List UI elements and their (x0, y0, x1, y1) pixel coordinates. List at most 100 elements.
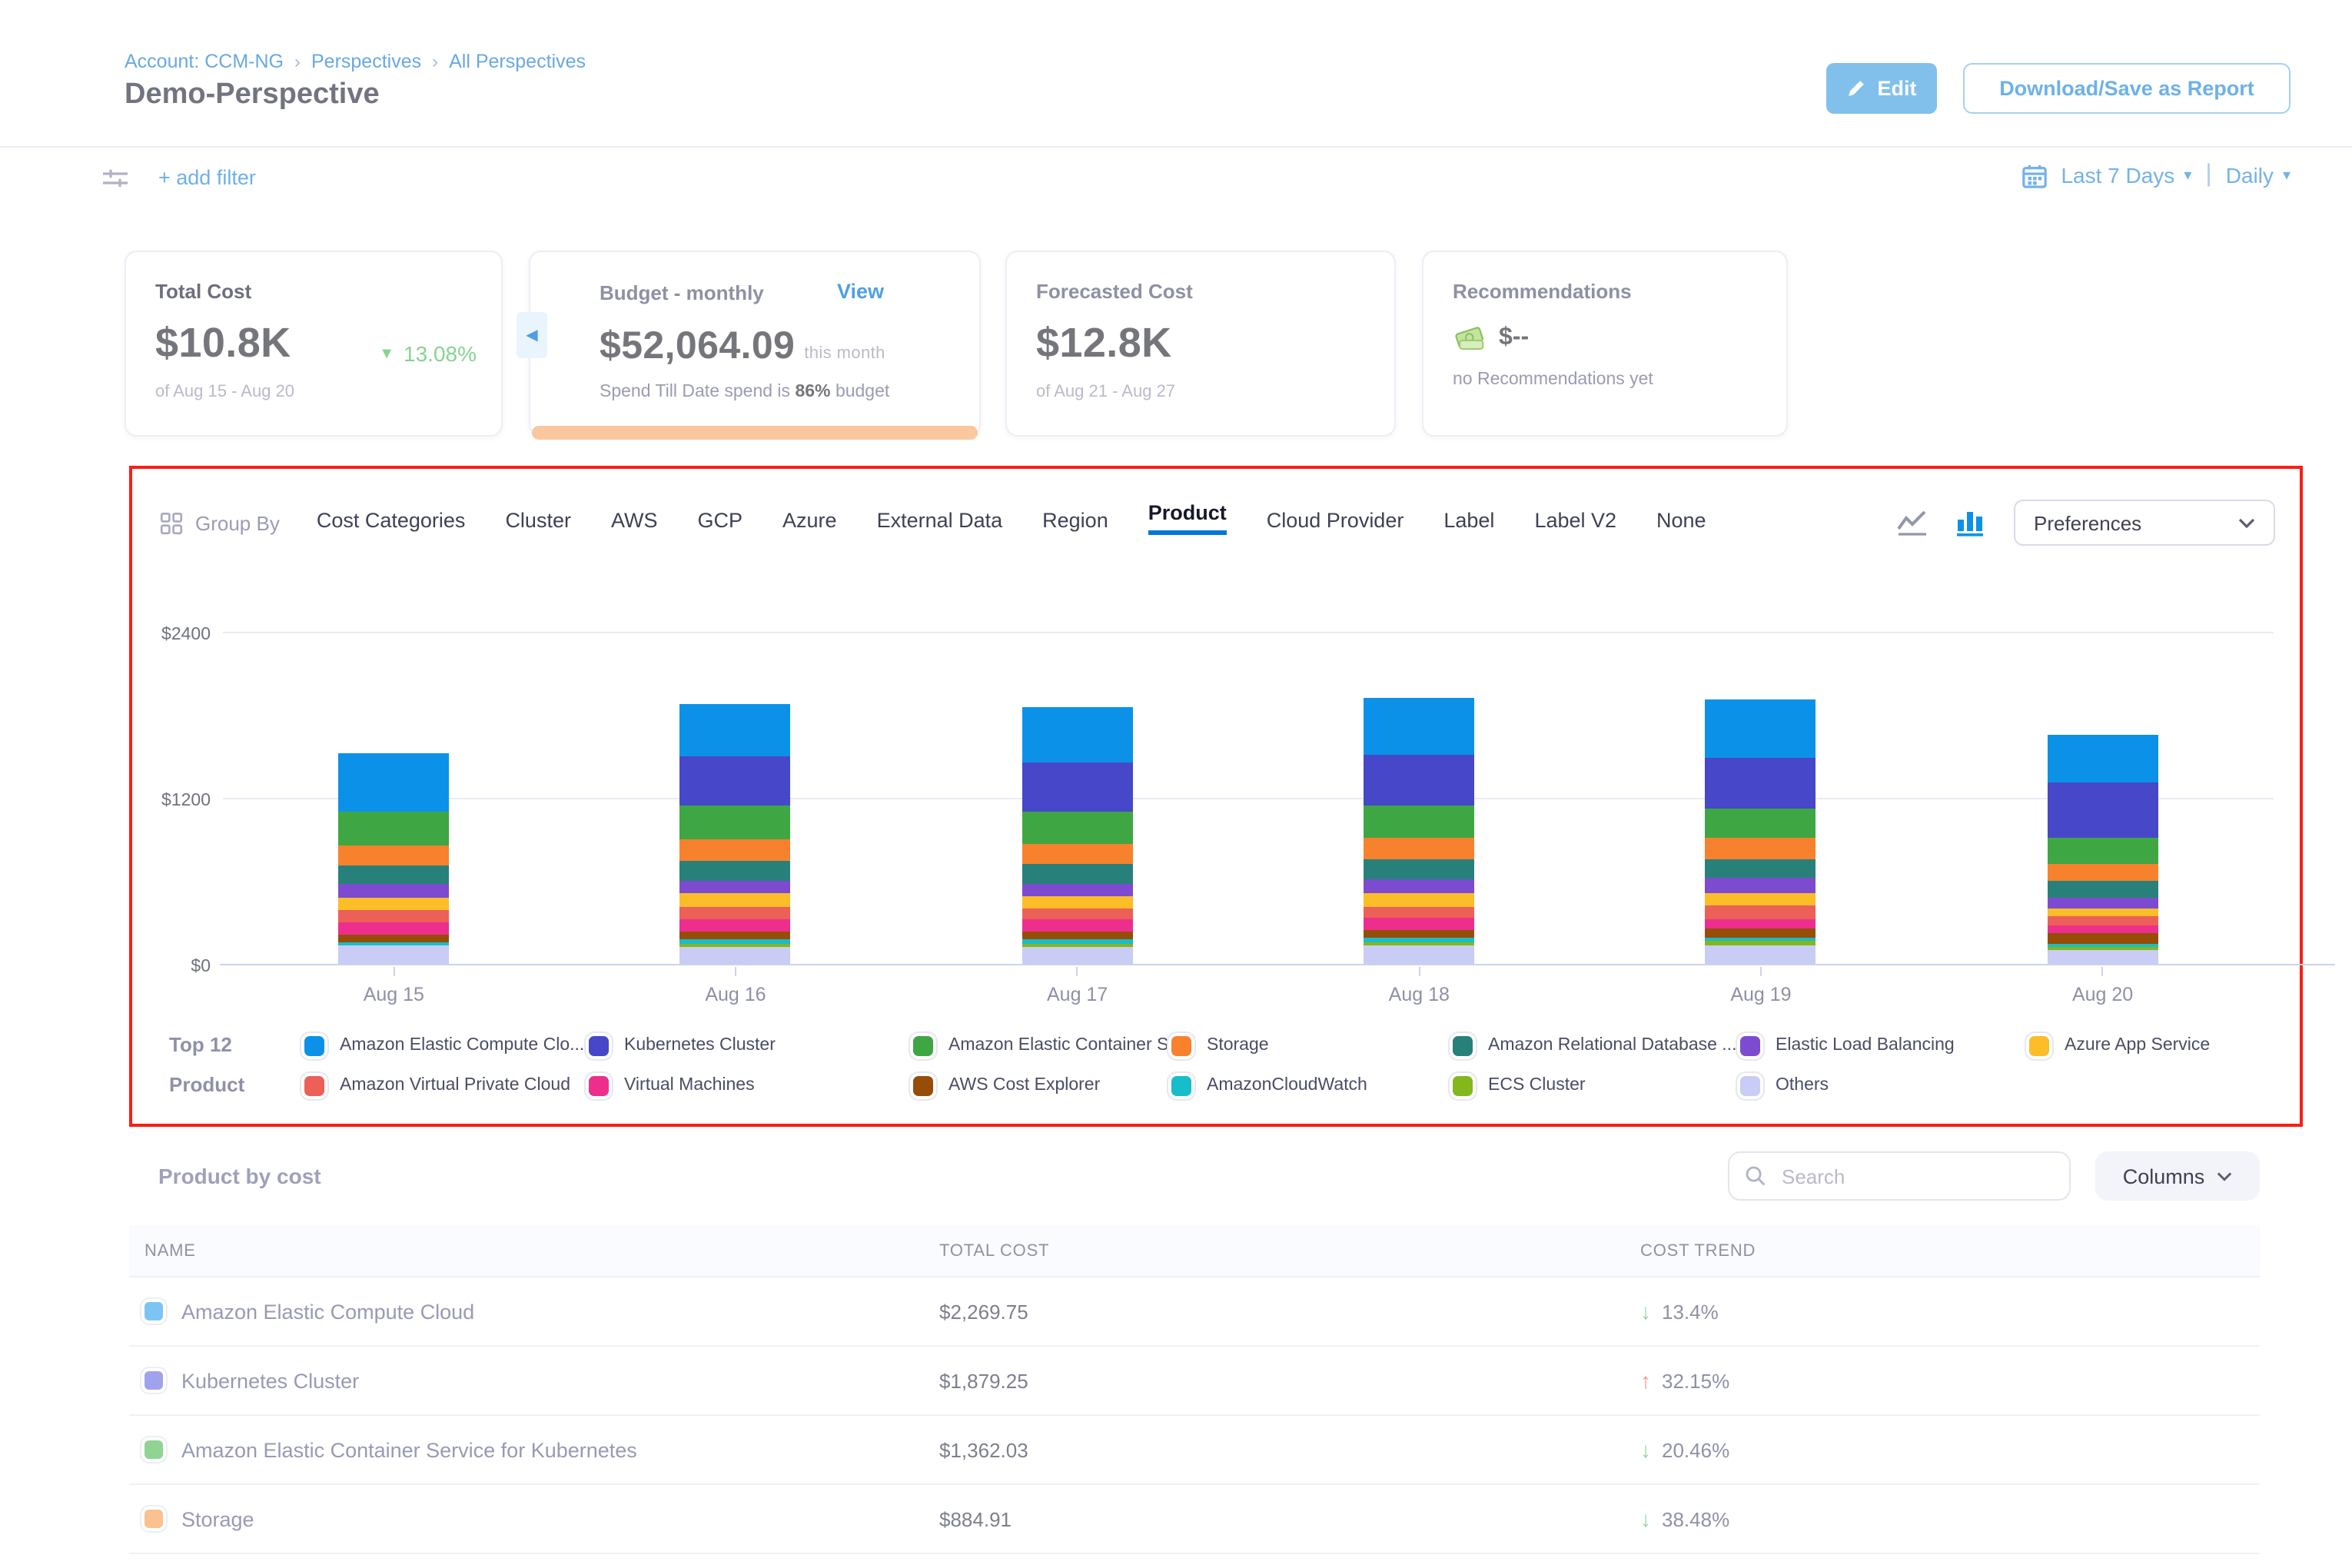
date-range-dropdown[interactable]: Last 7 Days ▾ (2061, 163, 2191, 188)
bar-segment-others[interactable] (1705, 945, 1816, 964)
stacked-bar-aug-20[interactable] (2047, 734, 2158, 964)
breadcrumb-item-perspectives[interactable]: Perspectives (311, 51, 422, 72)
tab-region[interactable]: Region (1042, 508, 1108, 531)
bar-segment-elastic-load-balancing[interactable] (338, 884, 450, 898)
tab-cluster[interactable]: Cluster (505, 508, 571, 531)
bar-segment-storage[interactable] (2047, 864, 2158, 882)
line-chart-icon[interactable] (1897, 509, 1928, 537)
bar-segment-azure-app-service[interactable] (1705, 892, 1816, 905)
legend-item-virtual-machines[interactable]: Virtual Machines (589, 1075, 913, 1095)
search-box[interactable] (1728, 1151, 2071, 1201)
bar-segment-storage[interactable] (679, 839, 791, 861)
search-input[interactable] (1779, 1163, 2031, 1189)
bar-segment-amazon-virtual-private-cloud[interactable] (338, 910, 450, 923)
legend-item-amazon-relational-database[interactable]: Amazon Relational Database ... (1453, 1035, 1740, 1055)
stacked-bar-aug-16[interactable] (679, 704, 791, 964)
legend-item-amazon-elastic-container-se[interactable]: Amazon Elastic Container Se... (913, 1035, 1193, 1055)
granularity-dropdown[interactable]: Daily ▾ (2226, 163, 2291, 188)
bar-segment-amazon-relational-database-service[interactable] (1705, 859, 1816, 878)
stacked-bar-aug-15[interactable] (338, 753, 450, 964)
legend-item-azure-app-service[interactable]: Azure App Service (2029, 1035, 2210, 1055)
bar-segment-elastic-load-balancing[interactable] (679, 880, 791, 894)
tab-product[interactable]: Product (1148, 501, 1227, 535)
bar-segment-amazon-relational-database-service[interactable] (2047, 881, 2158, 898)
tab-label[interactable]: Label (1443, 508, 1495, 531)
add-filter-button[interactable]: + add filter (158, 166, 256, 189)
bar-segment-kubernetes-cluster[interactable] (1022, 762, 1133, 812)
row-name-label[interactable]: Kubernetes Cluster (181, 1369, 360, 1392)
bar-segment-elastic-load-balancing[interactable] (1022, 883, 1133, 896)
bar-segment-amazon-virtual-private-cloud[interactable] (1022, 909, 1133, 920)
bar-segment-kubernetes-cluster[interactable] (679, 756, 791, 806)
breadcrumb-item-account-ccm-ng[interactable]: Account: CCM-NG (125, 51, 284, 72)
bar-chart-icon[interactable] (1955, 509, 1986, 537)
bar-segment-azure-app-service[interactable] (679, 893, 791, 908)
carousel-left-icon[interactable]: ◀ (517, 312, 547, 358)
bar-segment-amazon-virtual-private-cloud[interactable] (1364, 906, 1475, 919)
bar-segment-ecs-cluster[interactable] (1022, 943, 1133, 947)
bar-segment-amazon-relational-database-service[interactable] (338, 865, 450, 885)
bar-segment-virtual-machines[interactable] (2047, 925, 2158, 933)
tab-none[interactable]: None (1656, 508, 1706, 531)
bar-segment-azure-app-service[interactable] (2047, 909, 2158, 917)
bar-segment-amazon-elastic-container-service-for-kubernetes[interactable] (679, 806, 791, 840)
bar-segment-azure-app-service[interactable] (1364, 892, 1475, 907)
bar-segment-amazon-elastic-compute-cloud[interactable] (679, 704, 791, 756)
stacked-bar-aug-18[interactable] (1364, 697, 1475, 964)
table-row-amazon-elastic-compute-cloud[interactable]: Amazon Elastic Compute Cloud $2,269.75 ↓ 13… (129, 1277, 2260, 1347)
bar-segment-kubernetes-cluster[interactable] (1364, 754, 1475, 806)
tab-label-v2[interactable]: Label V2 (1534, 508, 1617, 531)
bar-segment-elastic-load-balancing[interactable] (1705, 877, 1816, 893)
bar-segment-amazoncloudwatch[interactable] (2047, 943, 2158, 947)
bar-segment-amazon-elastic-container-service-for-kubernetes[interactable] (2047, 838, 2158, 865)
bar-segment-aws-cost-explorer[interactable] (1705, 928, 1816, 938)
filter-sliders-icon[interactable] (101, 164, 129, 192)
bar-segment-others[interactable] (338, 945, 450, 964)
row-name-label[interactable]: Amazon Elastic Container Service for Kub… (181, 1438, 637, 1461)
legend-item-others[interactable]: Others (1740, 1075, 2029, 1095)
bar-segment-amazoncloudwatch[interactable] (1705, 937, 1816, 942)
bar-segment-amazoncloudwatch[interactable] (679, 939, 791, 944)
bar-segment-azure-app-service[interactable] (1022, 895, 1133, 909)
bar-segment-amazon-elastic-compute-cloud[interactable] (2047, 734, 2158, 782)
bar-segment-amazon-elastic-container-service-for-kubernetes[interactable] (338, 811, 450, 846)
bar-segment-elastic-load-balancing[interactable] (1364, 879, 1475, 893)
bar-segment-amazon-elastic-compute-cloud[interactable] (1705, 699, 1816, 759)
bar-segment-ecs-cluster[interactable] (2047, 946, 2158, 950)
bar-segment-others[interactable] (2047, 949, 2158, 964)
bar-segment-virtual-machines[interactable] (1022, 919, 1133, 932)
bar-segment-others[interactable] (679, 947, 791, 964)
bar-segment-ecs-cluster[interactable] (1364, 942, 1475, 945)
bar-segment-elastic-load-balancing[interactable] (2047, 897, 2158, 909)
tab-cost-categories[interactable]: Cost Categories (316, 508, 466, 531)
bar-segment-aws-cost-explorer[interactable] (2047, 932, 2158, 944)
bar-segment-amazon-virtual-private-cloud[interactable] (1705, 905, 1816, 920)
bar-segment-aws-cost-explorer[interactable] (1022, 931, 1133, 939)
tab-cloud-provider[interactable]: Cloud Provider (1266, 508, 1404, 531)
tab-azure[interactable]: Azure (782, 508, 837, 531)
edit-button[interactable]: Edit (1826, 63, 1937, 114)
columns-button[interactable]: Columns (2095, 1151, 2260, 1201)
tab-gcp[interactable]: GCP (697, 508, 742, 531)
bar-segment-storage[interactable] (338, 845, 450, 865)
bar-segment-storage[interactable] (1022, 844, 1133, 865)
stacked-bar-aug-17[interactable] (1022, 706, 1133, 964)
row-name-label[interactable]: Amazon Elastic Compute Cloud (181, 1300, 475, 1323)
bar-segment-azure-app-service[interactable] (338, 897, 450, 911)
bar-segment-virtual-machines[interactable] (338, 922, 450, 935)
table-row-amazon-elastic-container-service-for-kubernetes[interactable]: Amazon Elastic Container Service for Kub… (129, 1416, 2260, 1485)
table-row-kubernetes-cluster[interactable]: Kubernetes Cluster $1,879.25 ↑ 32.15% (129, 1347, 2260, 1416)
bar-segment-amazoncloudwatch[interactable] (338, 942, 450, 946)
bar-segment-kubernetes-cluster[interactable] (2047, 782, 2158, 839)
legend-item-ecs-cluster[interactable]: ECS Cluster (1453, 1075, 1740, 1095)
legend-item-amazoncloudwatch[interactable]: AmazonCloudWatch (1171, 1075, 1453, 1095)
bar-segment-amazon-elastic-container-service-for-kubernetes[interactable] (1364, 805, 1475, 838)
preferences-dropdown[interactable]: Preferences (2014, 500, 2275, 546)
breadcrumb-item-all-perspectives[interactable]: All Perspectives (449, 51, 586, 72)
legend-item-elastic-load-balancing[interactable]: Elastic Load Balancing (1740, 1035, 2029, 1055)
bar-segment-amazon-elastic-compute-cloud[interactable] (1022, 706, 1133, 762)
table-row-storage[interactable]: Storage $884.91 ↓ 38.48% (129, 1485, 2260, 1554)
tab-aws[interactable]: AWS (610, 508, 658, 531)
bar-segment-amazon-elastic-container-service-for-kubernetes[interactable] (1705, 809, 1816, 838)
legend-item-aws-cost-explorer[interactable]: AWS Cost Explorer (913, 1075, 1171, 1095)
